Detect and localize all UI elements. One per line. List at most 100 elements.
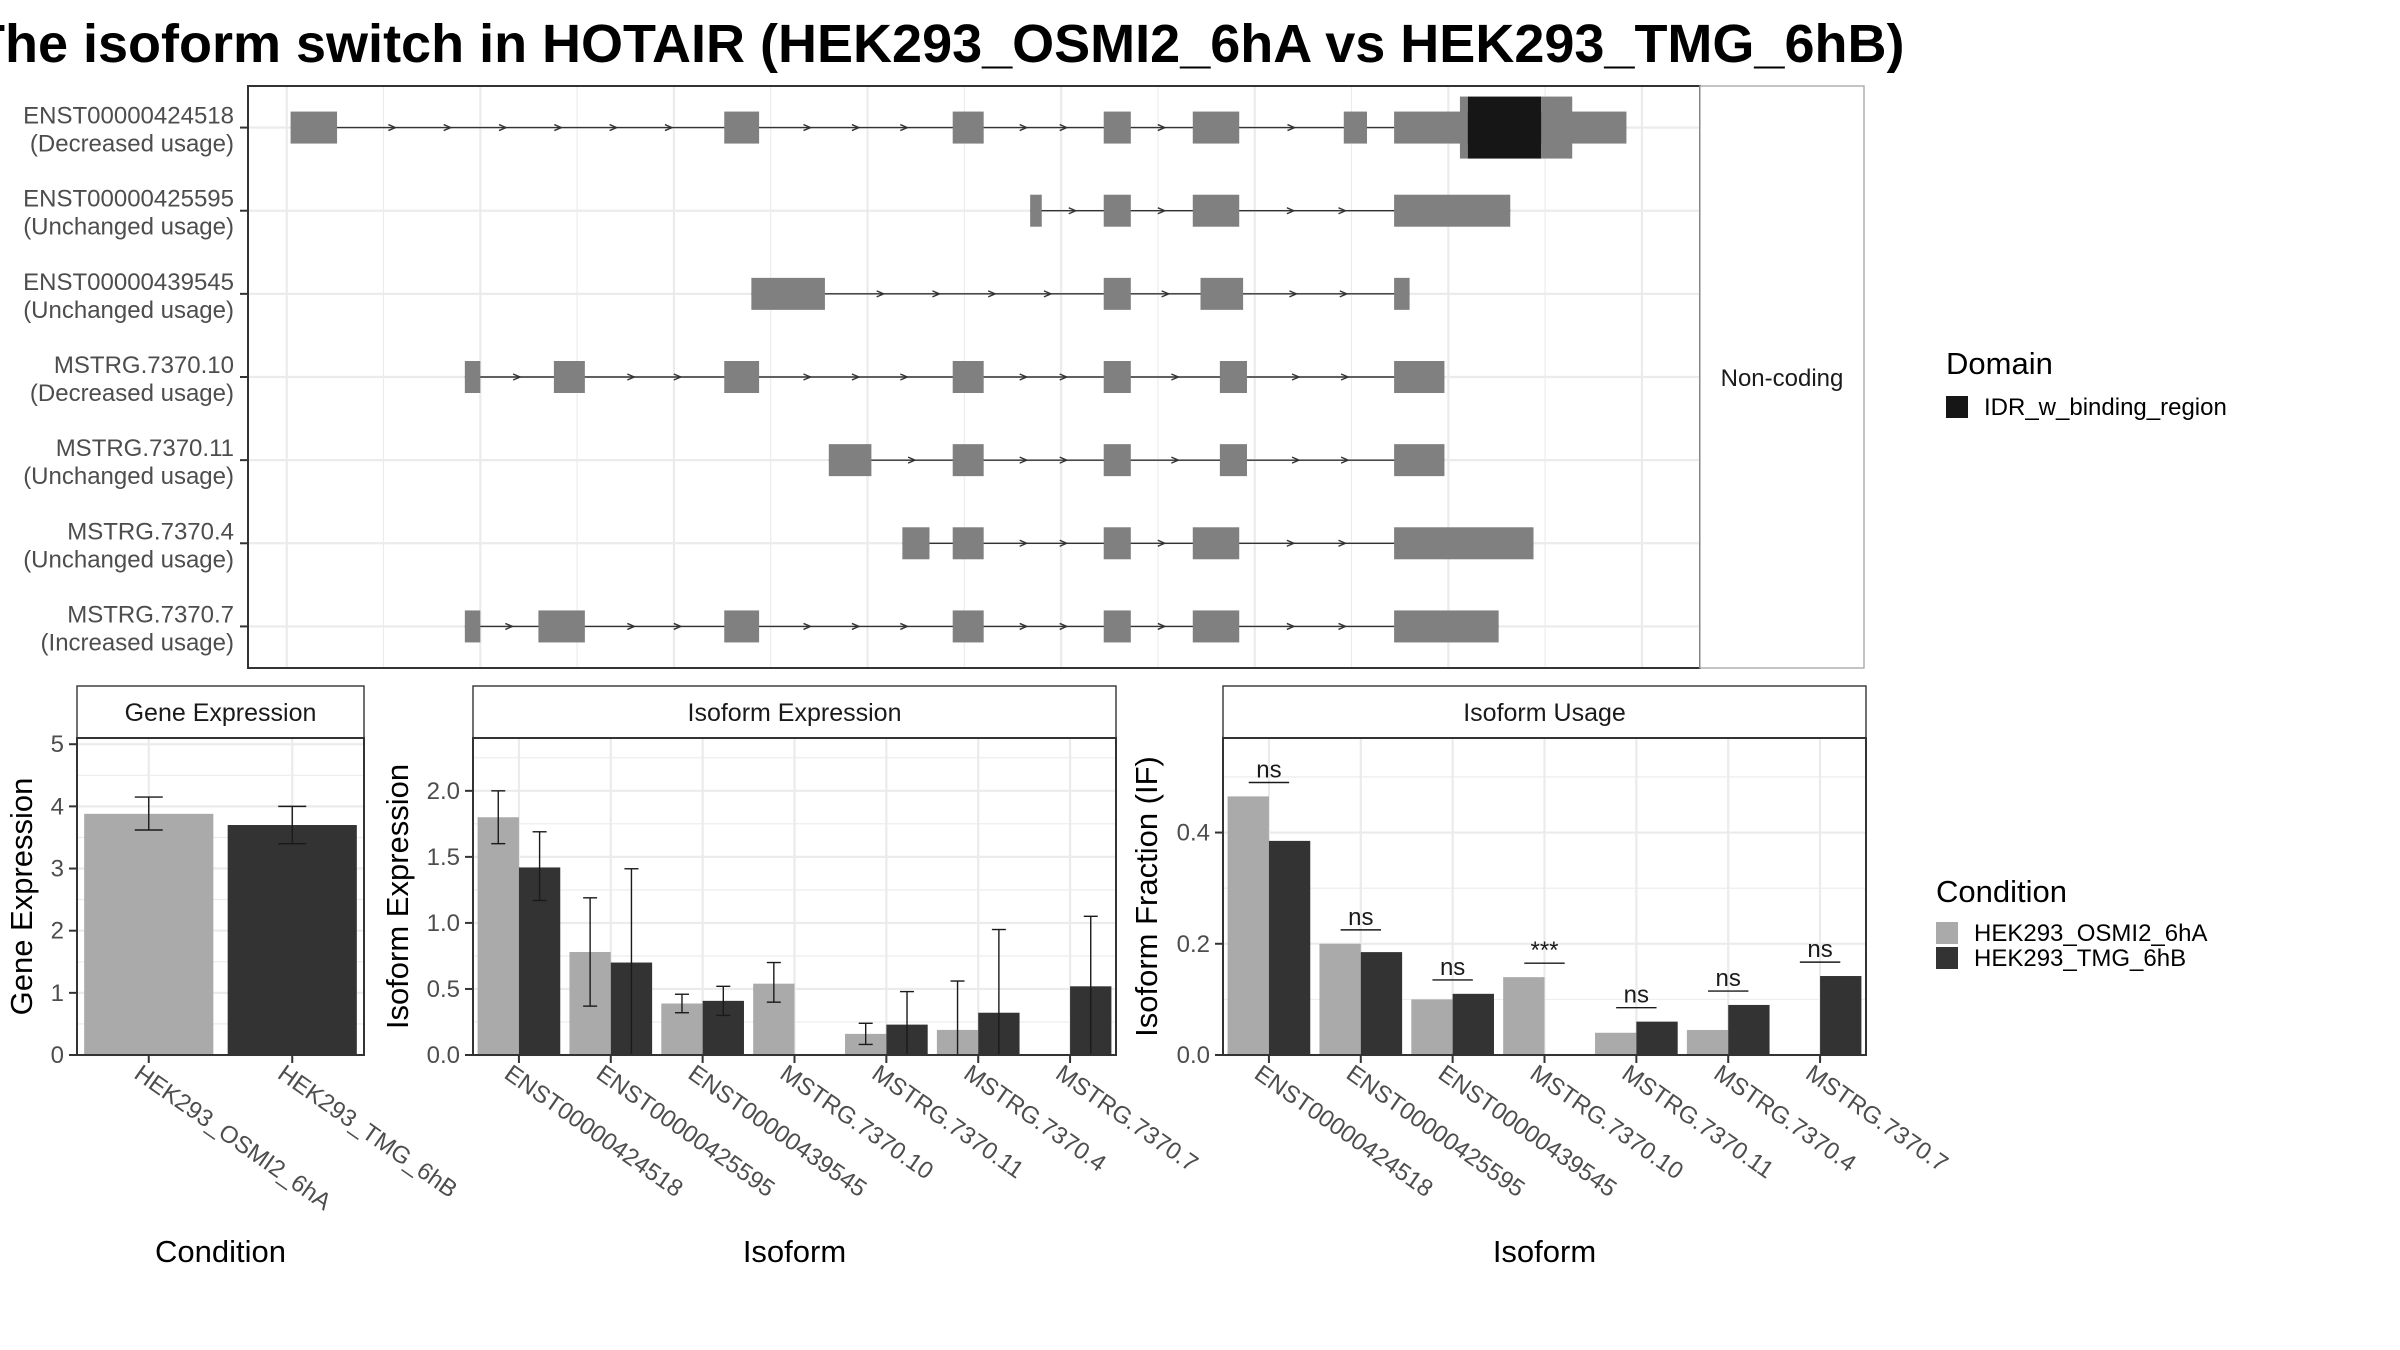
intron-arrow	[609, 123, 619, 132]
intron-arrow	[627, 373, 637, 381]
transcript-structure-panel: ENST00000424518(Decreased usage)ENST0000…	[23, 85, 1865, 669]
exon-block	[828, 444, 872, 477]
significance-label: ns	[1256, 756, 1281, 783]
bar-cond2	[1452, 993, 1494, 1055]
exon-block	[1103, 194, 1131, 227]
x-tick-label: MSTRG.7370.10	[1525, 1060, 1688, 1185]
intron-arrow	[664, 123, 674, 132]
condition-legend-title: Condition	[1936, 874, 2067, 909]
y-tick-label: 0	[51, 1042, 64, 1069]
exon-block	[1394, 610, 1499, 643]
exon-block	[1394, 277, 1410, 310]
y-axis-title: Isoform Fraction (IF)	[1129, 756, 1164, 1037]
exon-block	[1103, 610, 1131, 643]
exon-block	[553, 361, 585, 393]
exon-block	[952, 527, 984, 560]
bar-cond1	[1503, 977, 1545, 1055]
isoform-usage-label: (Decreased usage)	[30, 131, 234, 158]
y-tick-label: 0.4	[1177, 820, 1210, 847]
domain-legend-label: IDR_w_binding_region	[1984, 394, 2227, 421]
significance-label: ***	[1530, 937, 1558, 964]
intron-arrow	[505, 622, 515, 631]
exon-block	[724, 610, 760, 643]
exon-block	[1394, 444, 1445, 477]
intron-arrow	[1059, 456, 1069, 464]
exon-block	[902, 527, 930, 560]
intron-arrow	[1339, 290, 1349, 298]
exon-block	[538, 610, 585, 643]
bar-cond1	[477, 817, 519, 1055]
intron-arrow	[1068, 207, 1078, 215]
panel-strip	[472, 685, 1117, 739]
intron-arrow	[1157, 123, 1167, 132]
exon-block	[1103, 527, 1131, 560]
y-tick-label: 0.5	[427, 976, 460, 1003]
chart-title-text: The isoform switch in HOTAIR (HEK293_OSM…	[0, 14, 1905, 74]
exon-block	[952, 444, 984, 477]
bar-cond1	[84, 813, 214, 1055]
intron-arrow	[1059, 123, 1069, 132]
intron-arrow	[900, 622, 910, 631]
exon-block	[1219, 444, 1247, 477]
exon-block	[1192, 527, 1240, 560]
bar-cond1	[1227, 796, 1269, 1055]
exon-block	[1394, 194, 1511, 227]
intron-arrow	[1171, 456, 1181, 464]
intron-arrow	[1338, 207, 1348, 215]
exon-block	[1192, 610, 1240, 643]
intron-arrow	[512, 373, 522, 381]
intron-arrow	[498, 123, 508, 132]
exon-block	[1103, 361, 1131, 393]
legends: Domain IDR_w_binding_region Condition HEK29…	[1936, 346, 2227, 972]
intron-arrow	[1059, 539, 1069, 547]
exon-block	[464, 361, 481, 393]
intron-arrow	[876, 290, 886, 298]
intron-arrow	[1287, 123, 1297, 132]
panel-border	[76, 737, 365, 1056]
intron-arrow	[1059, 373, 1069, 381]
facet-strip	[1699, 85, 1865, 669]
isoform-label: MSTRG.7370.4	[67, 518, 234, 545]
panel-strip-title: Gene Expression	[125, 699, 317, 727]
isoform-usage-label: (Increased usage)	[41, 629, 234, 656]
coding-block	[1459, 96, 1468, 159]
exon-block	[1200, 277, 1244, 310]
x-axis-title: Isoform	[1493, 1234, 1596, 1269]
panel-strip	[76, 685, 365, 739]
bar-cond1	[1319, 943, 1361, 1055]
intron-arrow	[443, 123, 453, 132]
bar-cond2	[1268, 840, 1311, 1055]
bar-cond2	[1360, 952, 1403, 1055]
domain-legend-title: Domain	[1946, 346, 2053, 381]
exon-block	[1394, 361, 1445, 393]
intron-arrow	[1286, 622, 1296, 631]
intron-arrow	[1171, 373, 1181, 381]
intron-arrow	[900, 373, 910, 381]
intron-arrow	[803, 622, 813, 631]
y-tick-label: 1	[51, 980, 64, 1007]
y-tick-label: 2	[51, 918, 64, 945]
isoform-usage-label: (Unchanged usage)	[23, 297, 234, 324]
isoform-label: ENST00000424518	[23, 103, 234, 130]
isoform-usage-label: (Unchanged usage)	[23, 463, 234, 490]
intron-arrow	[1161, 290, 1171, 298]
intron-arrow	[1157, 207, 1167, 215]
domain-legend-key	[1946, 396, 1968, 418]
intron-arrow	[1157, 539, 1167, 547]
exon-block	[952, 111, 984, 144]
exon-block	[724, 361, 760, 393]
exon-block	[1219, 361, 1247, 393]
y-axis-title: Gene Expression	[4, 778, 39, 1016]
condition-legend-label: HEK293_TMG_6hB	[1974, 945, 2186, 972]
bar-cond2	[1820, 976, 1862, 1055]
bar-cond1	[1686, 1029, 1729, 1055]
intron-arrow	[1019, 539, 1029, 547]
intron-arrow	[907, 456, 917, 464]
isoform-usage-label: (Unchanged usage)	[23, 546, 234, 573]
isoform-usage-label: (Unchanged usage)	[23, 214, 234, 241]
intron-arrow	[1291, 456, 1301, 464]
x-tick-label: MSTRG.7370.10	[775, 1060, 938, 1185]
intron-arrow	[1338, 622, 1348, 631]
exon-block	[1192, 194, 1240, 227]
condition-legend-key	[1936, 947, 1958, 969]
